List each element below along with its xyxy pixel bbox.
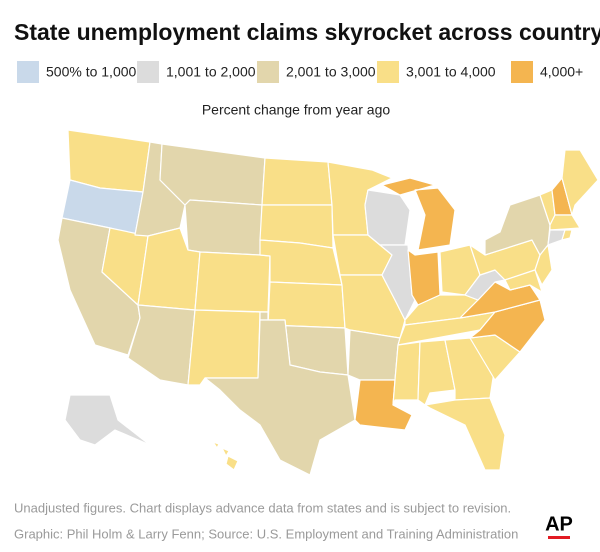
state xyxy=(347,329,401,381)
legend: 500% to 1,000 1,001 to 2,000 2,001 to 3,00… xyxy=(17,61,583,83)
state xyxy=(381,177,456,251)
us-map xyxy=(57,129,599,476)
state xyxy=(504,269,543,293)
state xyxy=(212,441,239,471)
legend-label: 500% to 1,000 xyxy=(46,64,137,80)
state xyxy=(204,319,356,476)
state xyxy=(187,309,261,386)
state xyxy=(184,199,263,256)
subtitle: Percent change from year ago xyxy=(202,102,391,118)
state xyxy=(364,189,411,246)
legend-label: 4,000+ xyxy=(540,64,583,80)
title: State unemployment claims skyrocket acro… xyxy=(14,19,600,45)
state xyxy=(561,229,573,241)
legend-swatch xyxy=(137,61,159,83)
footnote: Unadjusted figures. Chart displays advan… xyxy=(14,500,511,515)
legend-swatch xyxy=(257,61,279,83)
logo-underline xyxy=(548,536,570,539)
state xyxy=(534,244,553,286)
legend-label: 3,001 to 4,000 xyxy=(406,64,496,80)
state xyxy=(392,341,421,406)
state xyxy=(194,251,271,313)
state xyxy=(424,397,506,471)
ap-logo: AP xyxy=(545,513,573,535)
state xyxy=(159,143,266,206)
state xyxy=(64,394,151,446)
legend-swatch xyxy=(17,61,39,83)
credit: Graphic: Phil Holm & Larry Fenn; Source:… xyxy=(14,526,518,541)
legend-swatch xyxy=(377,61,399,83)
legend-label: 1,001 to 2,000 xyxy=(166,64,256,80)
state xyxy=(261,157,333,206)
legend-label: 2,001 to 3,000 xyxy=(286,64,376,80)
legend-swatch xyxy=(511,61,533,83)
state xyxy=(549,214,581,231)
